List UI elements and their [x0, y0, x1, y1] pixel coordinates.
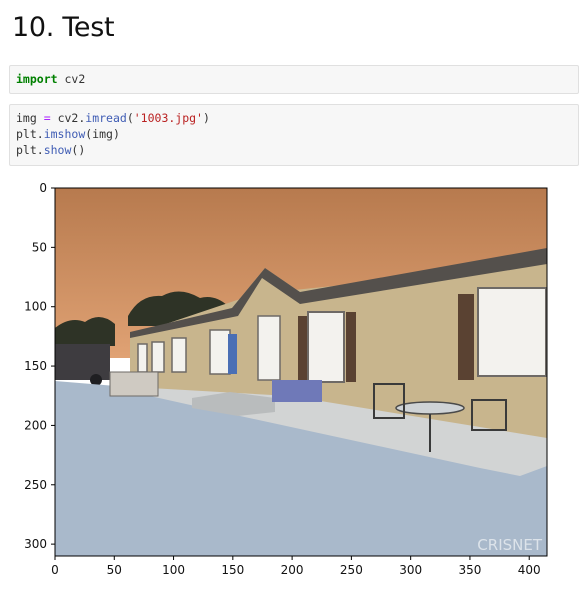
image-window-right: [477, 287, 547, 377]
y-tick-label: 300: [24, 537, 47, 551]
x-tick-label: 350: [458, 563, 481, 577]
code-token: img: [16, 111, 44, 125]
code-token: plt.: [16, 127, 44, 141]
code-token: cv2.: [50, 111, 86, 125]
x-tick-label: 250: [340, 563, 363, 577]
code-cell-import[interactable]: import cv2: [9, 65, 579, 94]
image-shutter-center-left: [298, 316, 307, 380]
image-door: [257, 315, 281, 381]
y-tick-label: 200: [24, 418, 47, 432]
image-roof: [130, 248, 547, 338]
x-tick-label: 200: [281, 563, 304, 577]
code-line: import cv2: [16, 71, 572, 87]
image-window-left-1: [209, 329, 231, 375]
code-line: plt.show(): [16, 142, 572, 158]
y-tick-label: 50: [32, 240, 47, 254]
code-token: cv2: [57, 72, 86, 86]
code-cell-imshow[interactable]: img = cv2.imread('1003.jpg') plt.imshow(i…: [9, 104, 579, 166]
code-token: imshow: [43, 127, 86, 141]
x-tick-label: 300: [399, 563, 422, 577]
y-tick-label: 150: [24, 359, 47, 373]
image-shutter-center-right: [346, 312, 356, 382]
image-ground: [55, 381, 547, 556]
code-token: '1003.jpg': [133, 111, 203, 125]
image-window-left-4: [137, 343, 148, 373]
section-heading: 10. Test: [12, 12, 115, 43]
image-trees-left: [55, 316, 115, 346]
y-tick-label: 250: [24, 478, 47, 492]
image-steps: [192, 392, 275, 416]
code-token: (img): [85, 127, 120, 141]
code-token: plt.: [16, 143, 44, 157]
x-tick-label: 400: [518, 563, 541, 577]
code-line: plt.imshow(img): [16, 126, 572, 142]
code-token: (): [71, 143, 86, 157]
x-tick-label: 100: [162, 563, 185, 577]
image-window-left-3: [151, 341, 165, 373]
image-shutter-right: [458, 294, 474, 380]
image-trailer-wheel: [90, 374, 102, 386]
image-trailer: [55, 344, 110, 380]
code-line: img = cv2.imread('1003.jpg'): [16, 110, 572, 126]
code-token: imread: [85, 111, 127, 125]
plot-frame: [54, 187, 548, 557]
x-tick-label: 0: [51, 563, 59, 577]
image-watermark: CRISNET: [477, 536, 543, 554]
code-token: =: [43, 111, 51, 125]
image-hot-tub: [109, 371, 159, 397]
y-tick-label: 100: [24, 300, 47, 314]
y-axis: 0 50 100 150 200 250 300: [24, 181, 55, 551]
plot-image: CRISNET: [55, 188, 547, 556]
x-tick-label: 150: [221, 563, 244, 577]
x-tick-label: 50: [107, 563, 122, 577]
y-tick-label: 0: [39, 181, 47, 195]
code-token: (: [126, 111, 134, 125]
code-token: import: [16, 72, 58, 86]
image-loveseat: [272, 380, 322, 402]
image-window-center: [307, 311, 345, 383]
code-token: ): [203, 111, 210, 125]
image-chair-right: [471, 399, 507, 431]
plot-output: CRISNET 0 50 100 150 200 250 300 350 400 0 50 100 1…: [24, 181, 548, 577]
image-patio-table: [395, 401, 465, 415]
code-token: show: [43, 143, 72, 157]
image-chair-left: [373, 383, 405, 419]
image-window-left-2: [171, 337, 187, 373]
x-axis: 0 50 100 150 200 250 300 350 400: [51, 556, 541, 577]
image-flag: [228, 334, 237, 374]
